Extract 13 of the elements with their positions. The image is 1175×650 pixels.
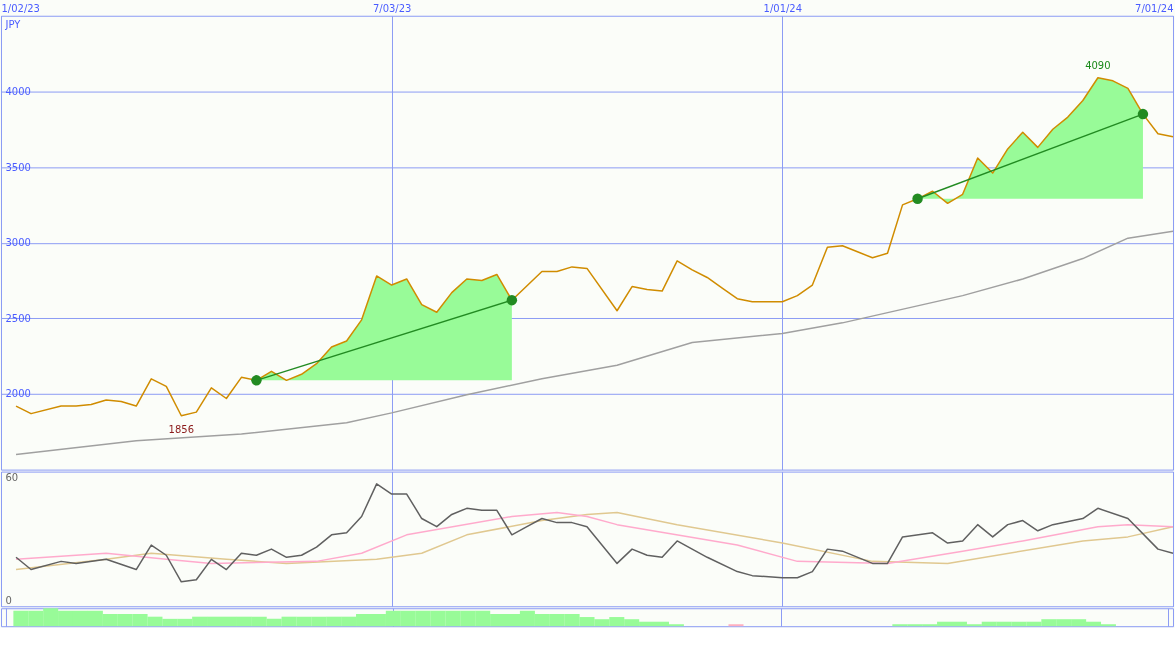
- y-tick-label: 60: [5, 472, 19, 484]
- y-tick-label: 2000: [5, 388, 31, 400]
- y-tick-label: 0: [5, 594, 12, 606]
- x-tick-label: 1/01/24: [763, 3, 803, 15]
- x-tick-label: 7/03/23: [372, 3, 412, 15]
- x-tick-label: 1/02/23: [1, 3, 40, 15]
- y-tick-label: 3500: [5, 161, 31, 173]
- annotation: 1856: [168, 423, 194, 435]
- y-axis-title: JPY: [4, 19, 22, 31]
- x-tick-label: 7/01/24: [1135, 3, 1174, 15]
- y-tick-label: 3000: [5, 237, 31, 249]
- y-tick-label: 4000: [5, 85, 31, 97]
- annotation: 4090: [1085, 59, 1111, 71]
